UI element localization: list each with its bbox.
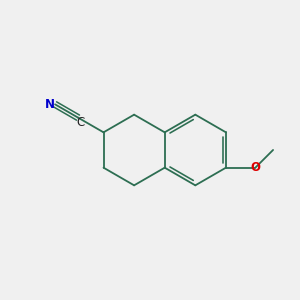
- Text: O: O: [250, 161, 260, 174]
- Text: N: N: [45, 98, 55, 111]
- Text: C: C: [76, 116, 85, 129]
